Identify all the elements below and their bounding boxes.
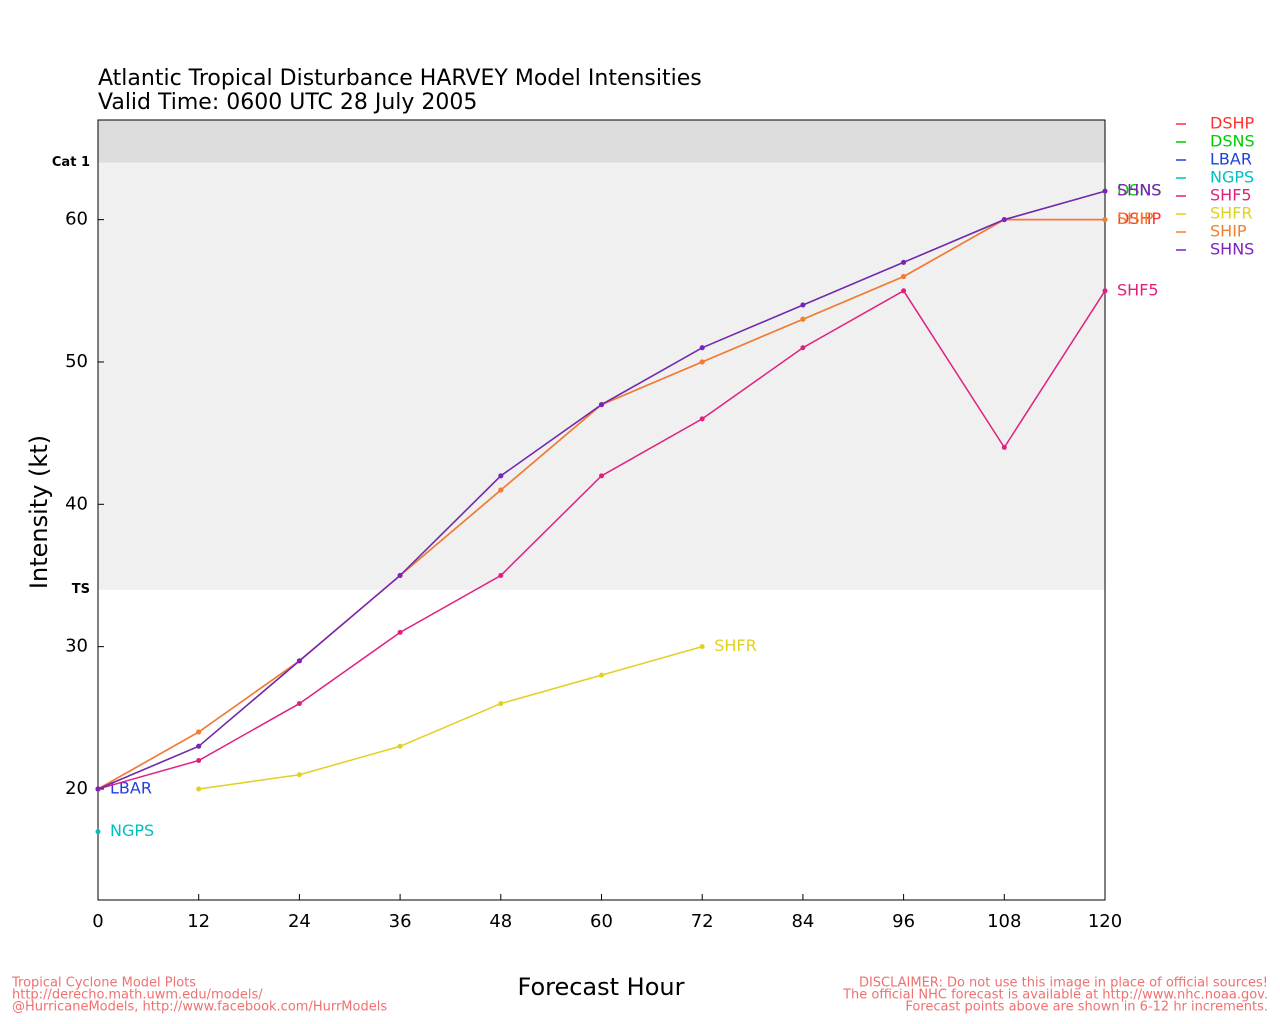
point (599, 402, 604, 408)
point (699, 345, 705, 351)
point (296, 772, 302, 778)
point (699, 644, 705, 650)
x-tick-label: 0 (92, 911, 103, 932)
point (296, 658, 302, 664)
x-axis-label: Forecast Hour (518, 973, 685, 1001)
point (95, 829, 101, 835)
point (397, 743, 403, 749)
point (1102, 188, 1108, 194)
legend-label: SHIP (1210, 222, 1247, 241)
y-tick-label: 30 (65, 636, 88, 657)
y-tick-label: 50 (65, 351, 88, 372)
x-tick-label: 120 (1088, 911, 1122, 932)
end-label: SHFR (714, 636, 757, 655)
x-tick-label: 60 (590, 911, 613, 932)
point (1001, 444, 1007, 450)
x-tick-label: 12 (187, 911, 210, 932)
band (98, 120, 1105, 163)
point (196, 758, 202, 764)
legend-label: DSHP (1210, 114, 1255, 133)
legend-label: SHF5 (1210, 186, 1252, 205)
point (196, 786, 202, 792)
point (196, 743, 202, 749)
point (498, 572, 504, 578)
end-label: DSHP (1117, 209, 1162, 228)
legend-label: SHNS (1210, 240, 1254, 259)
point (498, 473, 504, 479)
x-tick-label: 48 (489, 911, 512, 932)
point (498, 487, 504, 493)
point (800, 302, 806, 308)
chart-subtitle: Valid Time: 0600 UTC 28 July 2005 (98, 90, 477, 115)
point (498, 701, 504, 707)
point (599, 672, 604, 678)
band-label: TS (72, 582, 90, 597)
point (397, 629, 403, 635)
end-label: SHNS (1117, 181, 1161, 200)
y-axis-label: Intensity (kt) (25, 435, 53, 589)
point (800, 345, 806, 351)
x-tick-label: 84 (791, 911, 814, 932)
point (1102, 288, 1108, 294)
point (1102, 217, 1108, 223)
legend-label: SHFR (1210, 204, 1253, 223)
point (901, 274, 907, 280)
y-tick-label: 20 (65, 778, 88, 799)
x-tick-label: 24 (288, 911, 311, 932)
x-tick-label: 108 (987, 911, 1021, 932)
end-label: NGPS (110, 821, 154, 840)
footer-left: Tropical Cyclone Model Plots (11, 976, 196, 991)
legend-label: NGPS (1210, 168, 1254, 187)
y-tick-label: 60 (65, 209, 88, 230)
footer-left: http://derecho.math.uwm.edu/models/ (12, 988, 263, 1003)
point (95, 786, 101, 792)
point (599, 473, 604, 479)
x-tick-label: 36 (389, 911, 412, 932)
legend-label: LBAR (1210, 150, 1252, 169)
end-label: SHF5 (1117, 280, 1159, 299)
point (699, 416, 705, 422)
point (196, 729, 202, 735)
point (1001, 217, 1007, 223)
series-line (198, 645, 703, 790)
x-tick-label: 96 (892, 911, 915, 932)
chart-title: Atlantic Tropical Disturbance HARVEY Mod… (98, 66, 702, 91)
y-tick-label: 40 (65, 493, 88, 514)
point (901, 288, 907, 294)
footer-right: DISCLAIMER: Do not use this image in pla… (859, 976, 1268, 991)
point (397, 572, 403, 578)
point (296, 701, 302, 707)
point (800, 316, 806, 322)
end-label: DSNS (1117, 181, 1162, 200)
band-label: Cat 1 (52, 155, 90, 170)
legend-label: DSNS (1210, 132, 1255, 151)
footer-right: The official NHC forecast is available a… (842, 988, 1268, 1003)
point (901, 259, 907, 265)
footer-left: @HurricaneModels, http://www.facebook.co… (12, 1000, 387, 1015)
footer-right: Forecast points above are shown in 6-12 … (905, 1000, 1268, 1015)
x-tick-label: 72 (691, 911, 714, 932)
end-label: SHIP (1117, 209, 1154, 228)
band (98, 162, 1105, 590)
point (699, 359, 705, 365)
